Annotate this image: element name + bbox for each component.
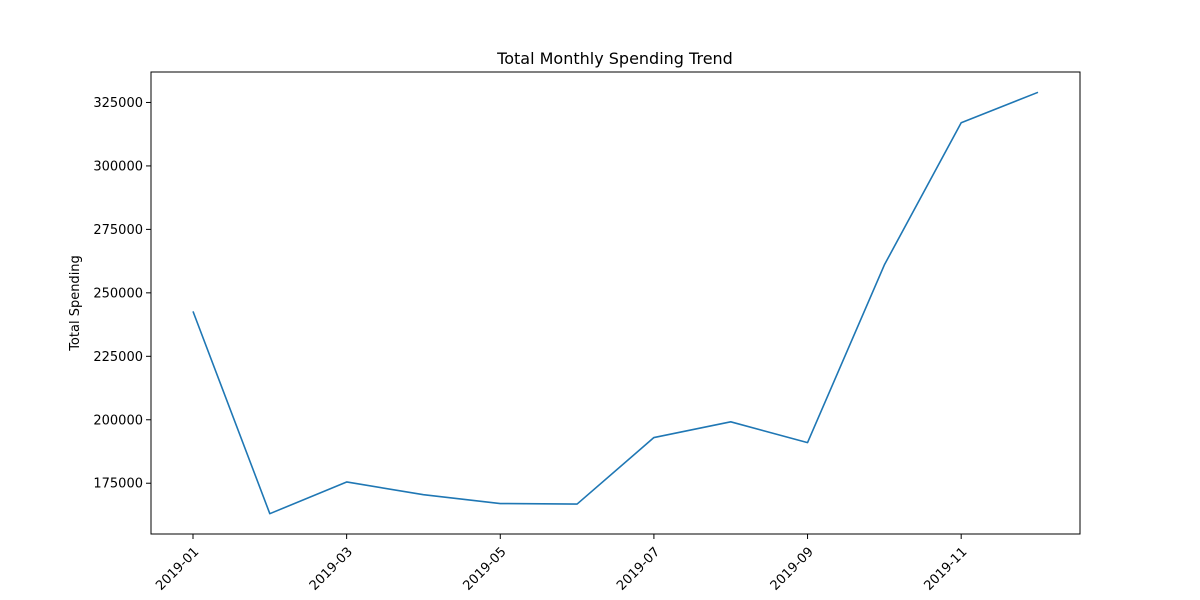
y-tick-label: 250000 xyxy=(93,286,143,301)
series-line xyxy=(192,91,1039,515)
y-tick-label: 175000 xyxy=(93,477,143,492)
y-tick-label: 225000 xyxy=(93,350,143,365)
y-tick-label: 300000 xyxy=(93,159,143,174)
y-tick-label: 200000 xyxy=(93,413,143,428)
chart-title: Total Monthly Spending Trend xyxy=(496,49,733,68)
y-axis-label: Total Spending xyxy=(68,255,83,352)
plot-area-frame xyxy=(150,71,1081,535)
y-tick-label: 325000 xyxy=(93,96,143,111)
y-tick-label: 275000 xyxy=(93,223,143,238)
